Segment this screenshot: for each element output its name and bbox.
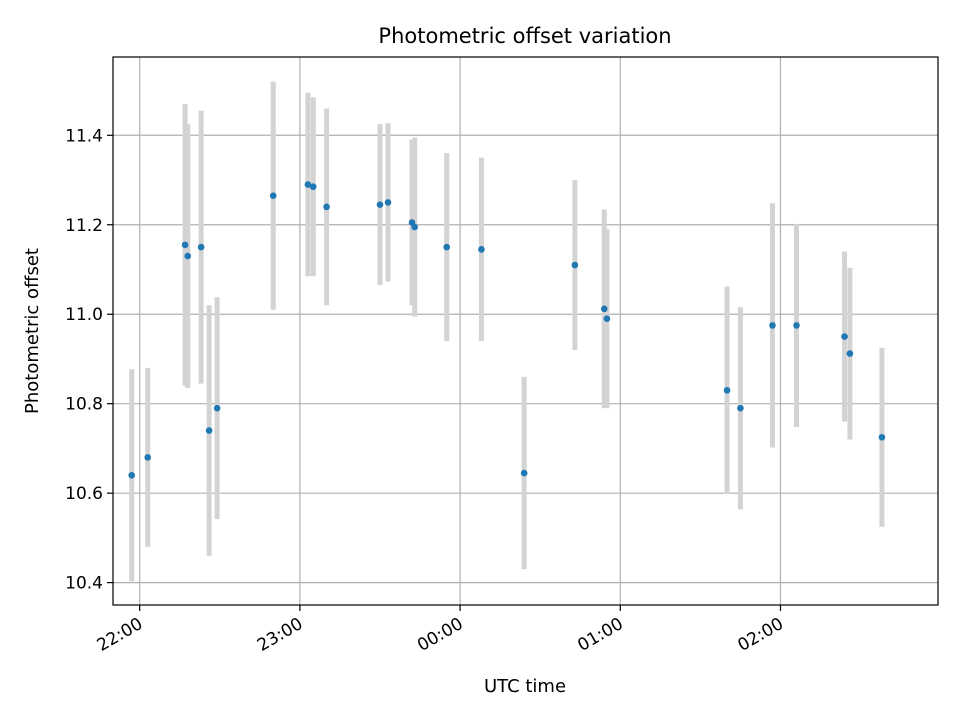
y-tick-label: 11.4 [65,126,103,146]
data-point [205,427,213,434]
y-axis-label: Photometric offset [22,248,43,414]
data-point [520,469,528,477]
data-point [723,386,731,394]
data-point [769,322,776,329]
x-axis-label: UTC time [484,676,566,697]
y-tick-label: 11.0 [65,305,103,325]
data-point [376,201,384,208]
y-axis-ticks: 10.4 10.6 10.8 11.0 11.2 11.4 [65,126,113,594]
data-point [793,322,800,329]
data-point [443,243,451,251]
data-point [184,252,192,260]
data-point [846,350,854,357]
data-point [603,315,611,322]
chart-title: Photometric offset variation [378,24,671,48]
data-point [323,203,330,211]
y-tick-label: 11.2 [65,216,103,236]
data-point [269,192,277,199]
data-point [197,243,205,251]
y-tick-label: 10.4 [65,574,103,594]
data-point [600,305,608,313]
data-point [309,183,317,191]
y-tick-label: 10.8 [65,395,103,415]
data-point [213,404,221,412]
data-point [144,454,152,461]
data-point [841,333,848,340]
data-point [737,404,744,412]
data-point [384,199,392,206]
data-point [478,246,485,253]
plot-frame [112,56,939,606]
data-points [128,181,886,479]
data-point [878,433,886,441]
data-point [181,241,189,249]
data-point [304,181,312,188]
y-tick-label: 10.6 [65,484,103,504]
grid [113,57,938,605]
data-point [411,223,418,231]
data-point [571,261,579,269]
data-point [128,471,135,479]
